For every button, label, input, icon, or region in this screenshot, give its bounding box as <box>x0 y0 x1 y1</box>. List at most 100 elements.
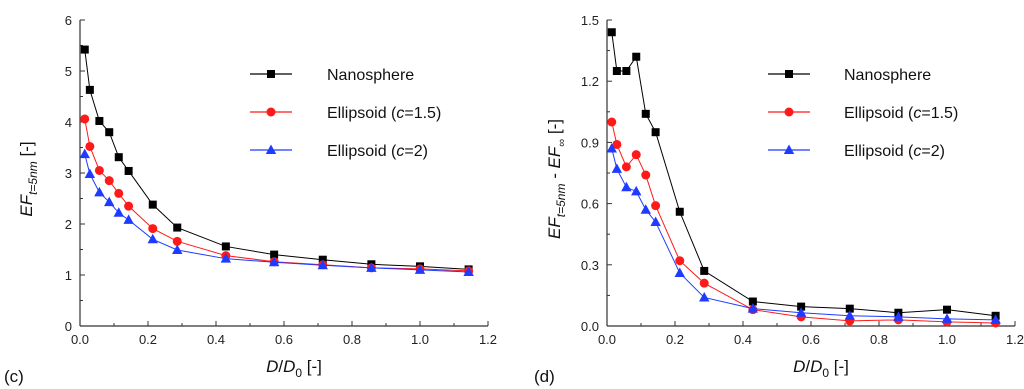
series-triangle <box>606 143 1001 324</box>
x-tick-label: 0.0 <box>598 332 616 347</box>
x-tick-label: 1.0 <box>411 332 429 347</box>
data-point <box>700 266 709 275</box>
data-point <box>95 116 104 125</box>
series-line <box>84 118 469 272</box>
y-tick-label: 0 <box>65 319 72 334</box>
data-point <box>85 141 95 151</box>
y-tick-label: 0.3 <box>581 258 599 273</box>
data-point <box>941 313 953 323</box>
data-point <box>621 162 631 172</box>
y-tick-label: 4 <box>65 115 72 130</box>
chart-panel-d: 0.0 0.2 0.4 0.6 0.8 1.0 1.2 0.0 0.3 0.6 0.9 1.2 1.5 N… <box>534 13 1024 386</box>
data-point <box>79 148 90 159</box>
data-point <box>105 128 114 137</box>
data-point <box>612 139 622 149</box>
data-point <box>990 314 1001 324</box>
data-point <box>173 223 182 232</box>
data-point <box>114 153 123 162</box>
data-point <box>674 267 685 277</box>
data-point <box>797 302 806 311</box>
data-point <box>893 311 904 321</box>
series-line <box>611 32 996 317</box>
data-point <box>650 216 661 226</box>
data-point <box>80 45 89 54</box>
data-point <box>943 305 951 314</box>
data-point <box>607 117 617 127</box>
data-point <box>94 186 105 197</box>
legend-marker <box>266 107 276 117</box>
data-point <box>611 163 623 173</box>
y-tick-label: 1 <box>65 268 72 283</box>
data-point <box>104 176 114 186</box>
y-tick-label: 2 <box>65 217 72 232</box>
y-tick-label: 5 <box>65 64 72 79</box>
y-tick-label: 0.0 <box>581 319 599 334</box>
data-point <box>147 233 158 244</box>
panel-label: (c) <box>4 367 24 386</box>
series-line <box>611 148 996 321</box>
data-point <box>114 188 124 198</box>
data-point <box>631 185 642 196</box>
x-tick-label: 1.0 <box>938 332 956 347</box>
legend-label: Ellipsoid (c=1.5) <box>844 105 958 122</box>
data-point <box>220 253 232 263</box>
x-tick-label: 0.6 <box>802 332 820 347</box>
x-tick-label: 0.2 <box>666 332 684 347</box>
data-point <box>675 256 685 266</box>
legend: Nanosphere Ellipsoid (c=1.5) Ellipsoid (c=… <box>768 67 958 160</box>
series-triangle <box>79 148 474 276</box>
data-point <box>113 207 124 217</box>
data-point <box>748 297 757 306</box>
data-point <box>318 255 327 264</box>
data-point <box>172 236 182 246</box>
legend-label: Ellipsoid (c=2) <box>844 143 945 160</box>
data-point <box>148 200 157 209</box>
data-point <box>84 168 96 179</box>
x-tick-label: 1.2 <box>1006 332 1024 347</box>
y-tick-label: 1.2 <box>581 74 599 89</box>
data-point <box>148 224 158 234</box>
legend-label: Ellipsoid (c=1.5) <box>327 105 441 122</box>
x-axis-label: D/D0 [-] <box>793 357 849 380</box>
legend-marker <box>784 107 794 117</box>
data-point <box>612 67 621 75</box>
y-tick-label: 0.9 <box>581 135 599 150</box>
data-point <box>640 204 651 214</box>
data-point <box>85 85 94 94</box>
data-point <box>268 256 280 267</box>
legend-label: Nanosphere <box>844 67 931 84</box>
data-point <box>80 114 90 124</box>
legend-label: Nanosphere <box>327 67 414 84</box>
x-tick-label: 0.8 <box>870 332 888 347</box>
data-point <box>607 28 616 37</box>
data-point <box>675 207 684 216</box>
data-point <box>414 264 426 274</box>
legend: Nanosphere Ellipsoid (c=1.5) Ellipsoid (c=… <box>250 67 441 160</box>
x-tick-label: 0.0 <box>71 332 89 347</box>
y-tick-label: 6 <box>65 13 72 28</box>
data-point <box>631 150 641 160</box>
chart-panel-c: 0.0 0.2 0.4 0.6 0.8 1.0 1.2 0 1 2 3 4 5 6 Nanosphere El… <box>4 13 497 386</box>
x-tick-label: 0.2 <box>139 332 157 347</box>
x-tick-label: 0.4 <box>207 332 225 347</box>
data-point <box>463 266 474 276</box>
legend-marker <box>783 144 795 154</box>
legend-label: Ellipsoid (c=2) <box>327 143 428 160</box>
data-point <box>270 250 279 259</box>
x-tick-label: 0.4 <box>734 332 752 347</box>
data-point <box>104 196 115 207</box>
data-point <box>641 109 650 118</box>
data-point <box>632 52 641 61</box>
data-point <box>621 181 632 192</box>
data-point <box>124 201 134 211</box>
data-point <box>651 128 660 137</box>
y-tick-label: 0.6 <box>581 197 599 212</box>
series-square <box>607 28 1000 320</box>
data-point <box>94 165 104 175</box>
data-point <box>699 278 709 288</box>
y-axis-label: EFt=5nm - EF∞ [-] <box>545 119 568 239</box>
x-tick-label: 0.8 <box>343 332 361 347</box>
data-point <box>699 291 710 302</box>
data-point <box>124 166 133 175</box>
